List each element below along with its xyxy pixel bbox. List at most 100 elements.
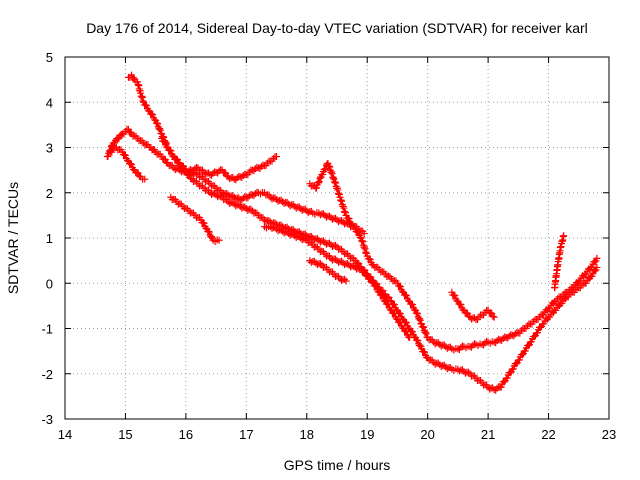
chart-title: Day 176 of 2014, Sidereal Day-to-day VTE… <box>86 20 588 36</box>
data-point-interp <box>420 348 428 356</box>
data-point-interp <box>283 228 291 236</box>
data-point-interp <box>138 93 146 101</box>
data-point <box>360 229 368 237</box>
data-marks <box>103 71 601 394</box>
data-point-interp <box>416 316 424 324</box>
series-track-h <box>306 257 350 285</box>
data-point-interp <box>328 168 336 176</box>
data-point-interp <box>126 160 134 168</box>
data-point-interp <box>403 319 411 327</box>
series-track-c <box>106 144 149 183</box>
data-point <box>141 175 149 183</box>
data-point-interp <box>205 228 213 236</box>
data-point-interp <box>307 207 315 215</box>
data-point-interp <box>138 94 146 102</box>
data-point-interp <box>450 291 458 299</box>
data-point-interp <box>366 256 374 264</box>
data-point-interp <box>413 336 421 344</box>
y-tick-label: 1 <box>46 231 53 246</box>
x-tick-label: 14 <box>58 427 72 442</box>
data-point-interp <box>497 383 505 391</box>
data-point-interp <box>488 309 496 317</box>
data-point-interp <box>338 257 346 265</box>
data-point-interp <box>199 219 207 227</box>
data-point-interp <box>414 337 422 345</box>
grid <box>65 57 609 419</box>
data-point-interp <box>241 203 249 211</box>
data-point-interp <box>149 111 157 119</box>
data-point <box>490 338 498 346</box>
data-point-interp <box>456 300 464 308</box>
data-point-interp <box>506 369 514 377</box>
x-tick-label: 19 <box>360 427 374 442</box>
data-point-interp <box>414 310 422 318</box>
y-axis-label: SDTVAR / TECUs <box>5 182 21 294</box>
data-point-interp <box>396 283 404 291</box>
data-point-interp <box>344 259 352 267</box>
data-point-interp <box>372 283 380 291</box>
data-point-interp <box>283 198 291 206</box>
data-point-interp <box>316 174 324 182</box>
data-point-interp <box>409 328 417 336</box>
data-point-interp <box>440 361 448 369</box>
data-point-interp <box>403 292 411 300</box>
series-track-d <box>167 193 223 245</box>
data-point-interp <box>396 319 404 327</box>
data-point-interp <box>421 348 429 356</box>
data-point <box>454 345 462 353</box>
data-point-interp <box>156 125 164 133</box>
data-point-interp <box>367 275 375 283</box>
data-point-interp <box>179 165 187 173</box>
data-point-interp <box>325 239 333 247</box>
data-point-interp <box>114 135 122 143</box>
data-point-interp <box>186 167 194 175</box>
data-point <box>230 175 238 183</box>
data-point-interp <box>331 214 339 222</box>
data-point-interp <box>489 312 497 320</box>
data-point <box>342 277 350 285</box>
data-point-interp <box>331 255 339 263</box>
data-point-interp <box>331 241 339 249</box>
data-point <box>593 254 601 262</box>
data-point-interp <box>301 205 309 213</box>
y-tick-label: 3 <box>46 141 53 156</box>
data-point-interp <box>143 102 151 110</box>
data-point-interp <box>310 257 318 265</box>
series-track-f <box>260 222 414 342</box>
data-point-interp <box>156 126 164 134</box>
data-point <box>490 313 498 321</box>
data-point-interp <box>422 328 430 336</box>
data-point-interp <box>121 151 129 159</box>
data-point-interp <box>173 156 181 164</box>
y-tick-label: 0 <box>46 276 53 291</box>
x-tick-label: 17 <box>239 427 253 442</box>
series-track-e <box>158 134 601 394</box>
data-point-interp <box>402 291 410 299</box>
data-point-interp <box>591 258 599 266</box>
data-point-interp <box>295 232 303 240</box>
data-point-interp <box>148 110 156 118</box>
data-point <box>236 173 244 181</box>
data-point-interp <box>503 374 511 382</box>
data-point <box>137 89 145 97</box>
data-point-interp <box>134 169 142 177</box>
data-point-interp <box>307 232 315 240</box>
data-point-interp <box>239 171 247 179</box>
data-point-interp <box>536 324 544 332</box>
data-point-interp <box>390 310 398 318</box>
data-point-interp <box>142 101 150 109</box>
data-point <box>508 331 516 339</box>
data-point-interp <box>500 378 508 386</box>
x-axis-label: GPS time / hours <box>284 457 391 473</box>
data-point-interp <box>396 310 404 318</box>
data-point-interp <box>384 301 392 309</box>
data-point-interp <box>420 323 428 331</box>
data-point-interp <box>350 262 358 270</box>
data-point-interp <box>434 339 442 347</box>
data-point-interp <box>235 201 243 209</box>
data-point-interp <box>325 212 333 220</box>
data-point-interp <box>378 292 386 300</box>
y-tick-label: 4 <box>46 95 53 110</box>
data-point-interp <box>277 226 285 234</box>
data-point-interp <box>389 309 397 317</box>
